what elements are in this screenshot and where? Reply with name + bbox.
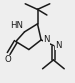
- Text: O: O: [4, 55, 11, 64]
- Text: N: N: [56, 41, 62, 50]
- Text: HN: HN: [10, 21, 23, 30]
- Text: N: N: [43, 35, 50, 44]
